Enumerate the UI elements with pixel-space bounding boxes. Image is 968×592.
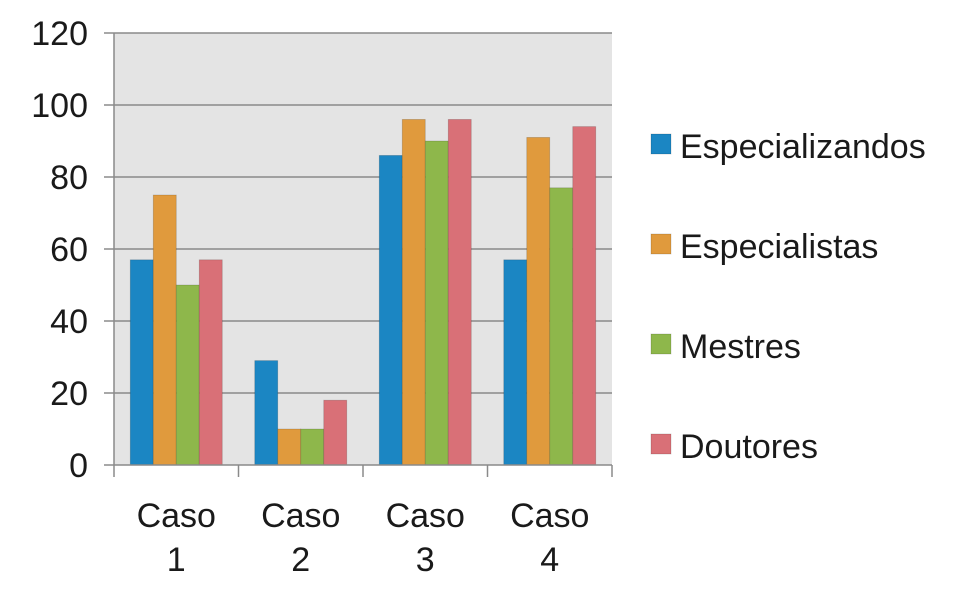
bar-doutores-1: [198, 259, 223, 466]
legend-label: Mestres: [680, 328, 801, 366]
y-tick-label: 40: [50, 303, 88, 341]
bar-mestres-2: [300, 428, 325, 466]
legend-swatch: [650, 333, 672, 355]
bar-especialistas-1: [152, 194, 177, 466]
x-tick-label: Caso: [261, 497, 340, 535]
legend-swatch: [650, 233, 672, 255]
bar-mestres-1: [175, 284, 200, 466]
bar-especialistas-4: [526, 136, 551, 466]
axes: [104, 32, 613, 477]
bars: [129, 119, 597, 466]
x-tick-label: Caso: [510, 497, 589, 535]
bar-especializandos-2: [254, 360, 279, 466]
bar-especialistas-2: [277, 428, 302, 466]
y-tick-label: 100: [31, 87, 88, 125]
legend-label: Doutores: [680, 428, 818, 466]
y-tick-label: 20: [50, 375, 88, 413]
x-tick-label: 2: [291, 541, 310, 579]
bar-especializandos-3: [378, 154, 403, 466]
legend-label: Especializandos: [680, 128, 926, 166]
x-tick-label: Caso: [137, 497, 216, 535]
legend: Especializandos Especialistas Mestres Douto…: [650, 128, 926, 466]
x-tick-label: Caso: [386, 497, 465, 535]
x-tick-label: 3: [416, 541, 435, 579]
y-tick-label: 80: [50, 159, 88, 197]
bar-doutores-4: [572, 126, 597, 466]
legend-swatch: [650, 133, 672, 155]
y-tick-label: 120: [31, 15, 88, 53]
x-tick-label: 4: [540, 541, 559, 579]
x-tick-labels: Caso 1 Caso 2 Caso 3 Caso 4: [137, 497, 590, 579]
y-tick-label: 0: [69, 447, 88, 485]
legend-label: Especialistas: [680, 228, 878, 266]
y-tick-labels: 0 20 40 60 80 100 120: [31, 15, 88, 485]
bar-especialistas-3: [401, 119, 426, 466]
bar-especializandos-1: [129, 259, 154, 466]
bar-especializandos-4: [503, 259, 528, 466]
bar-mestres-3: [424, 140, 449, 466]
bar-mestres-4: [549, 187, 574, 466]
y-tick-label: 60: [50, 231, 88, 269]
legend-swatch: [650, 433, 672, 455]
x-tick-label: 1: [167, 541, 186, 579]
bar-doutores-3: [447, 119, 472, 466]
bar-doutores-2: [323, 399, 348, 466]
